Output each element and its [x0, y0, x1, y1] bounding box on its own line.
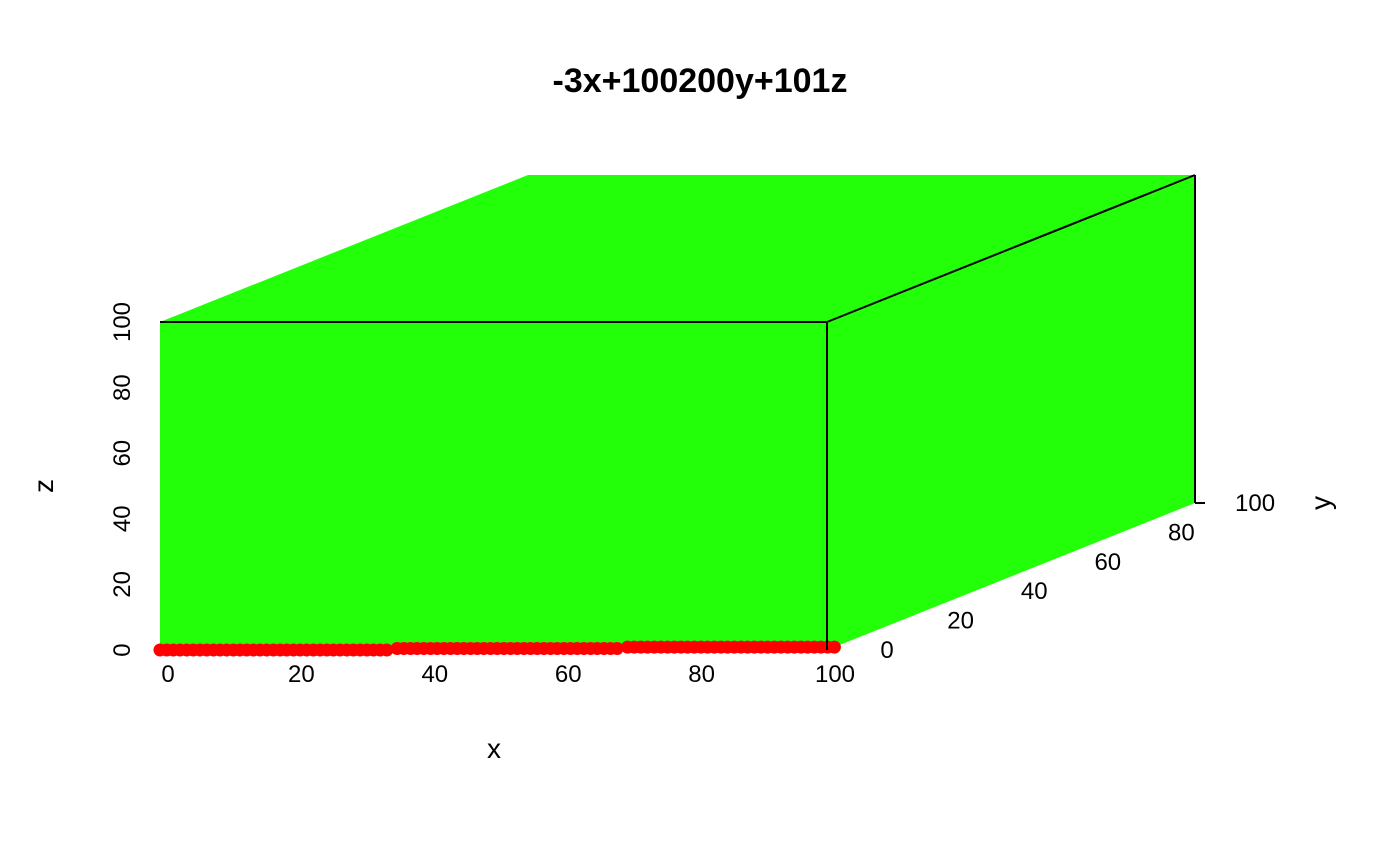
data-point: [827, 640, 841, 654]
x-tick-label: 80: [688, 661, 715, 688]
z-tick-label: 80: [109, 374, 136, 401]
tick-labels: 0 20 40 60 80 100 0 20 40 60 80 100 0 20 40 60 80 100: [109, 302, 1275, 688]
data-points: [153, 640, 841, 657]
x-tick-label: 20: [288, 661, 315, 688]
data-point: [610, 642, 624, 655]
y-tick-label: 80: [1168, 519, 1195, 546]
y-tick-label: 60: [1094, 549, 1121, 576]
x-tick-label: 60: [555, 661, 582, 688]
y-tick-label: 40: [1021, 578, 1048, 605]
y-tick-label: 0: [880, 637, 893, 664]
plane-top-face: [160, 175, 1195, 322]
z-tick-label: 40: [109, 505, 136, 532]
z-tick-label: 100: [109, 302, 136, 342]
x-tick-label: 0: [161, 661, 174, 688]
z-tick-label: 20: [109, 571, 136, 598]
x-tick-label: 40: [421, 661, 448, 688]
z-tick-label: 60: [109, 440, 136, 467]
box-edge-top-right: [826, 174, 1196, 323]
plane-side-face: [827, 175, 1195, 650]
y-axis-label: y: [1305, 496, 1336, 510]
plane-front-face: [160, 322, 827, 650]
plane-surface: [160, 175, 1195, 650]
z-tick-label: 0: [109, 643, 136, 656]
data-point: [380, 643, 394, 657]
x-axis-label: x: [487, 733, 501, 764]
z-axis-label: z: [28, 479, 59, 493]
box-edges: [160, 174, 1196, 650]
x-tick-label: 100: [815, 661, 855, 688]
y-tick-label: 20: [947, 608, 974, 635]
y-tick-label: 100: [1235, 490, 1275, 517]
chart-title: -3x+100200y+101z: [553, 62, 848, 100]
